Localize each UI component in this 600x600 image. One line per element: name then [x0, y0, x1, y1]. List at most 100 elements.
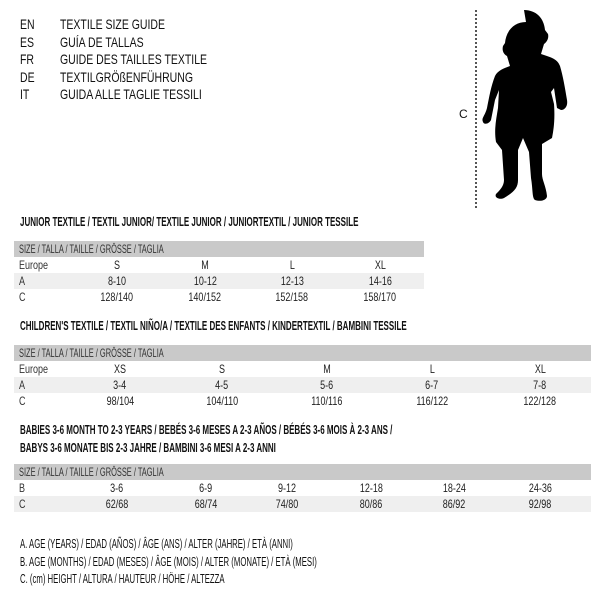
table-cell: 7-8	[505, 378, 575, 392]
row-label: B	[19, 481, 27, 495]
table-row: C 62/68 68/74 74/80 80/86 86/92 92/98	[14, 496, 591, 512]
table-cell-text: 110/116	[311, 394, 343, 408]
language-code: IT	[20, 86, 32, 102]
table-cell: XL	[505, 362, 575, 376]
row-label-text: Europe	[19, 362, 49, 376]
table-header-label: SIZE / TALLA / TAILLE / GRÖSSE / TAGLIA	[19, 465, 252, 479]
table-cell: 3-6	[82, 481, 152, 495]
table-cell-text: 122/128	[523, 394, 557, 408]
table-cell: 24-36	[505, 481, 575, 495]
table-cell: S	[82, 258, 152, 272]
table-cell: 116/122	[397, 394, 467, 408]
table-header-bar: SIZE / TALLA / TAILLE / GRÖSSE / TAGLIA	[14, 241, 424, 257]
table-cell: 152/158	[257, 290, 327, 304]
language-title: TEXTILE SIZE GUIDE	[60, 16, 200, 32]
table-row: Europe S M L XL	[14, 257, 424, 273]
table-cell: 74/80	[252, 497, 322, 511]
row-label-text: A	[19, 378, 26, 392]
table-cell: 68/74	[171, 497, 241, 511]
language-code-text: DE	[20, 68, 35, 85]
row-label: Europe	[19, 362, 58, 376]
legend-item-text: C. (cm) HEIGHT / ALTURA / HAUTEUR / HÖHE…	[20, 572, 225, 586]
table-cell: M	[292, 362, 362, 376]
table-cell: S	[187, 362, 257, 376]
table-cell: 8-10	[82, 274, 152, 288]
table-cell: 104/110	[187, 394, 257, 408]
table-cell: 5-6	[292, 378, 362, 392]
table-row: B 3-6 6-9 9-12 12-18 18-24 24-36	[14, 480, 591, 496]
row-label: A	[19, 274, 27, 288]
table-cell: 62/68	[82, 497, 152, 511]
legend-item: C. (cm) HEIGHT / ALTURA / HAUTEUR / HÖHE…	[20, 572, 350, 587]
table-header-label: SIZE / TALLA / TAILLE / GRÖSSE / TAGLIA	[19, 346, 252, 360]
language-title-text: TEXTILGRÖßENFÜHRUNG	[60, 68, 194, 85]
table-header-text: SIZE / TALLA / TAILLE / GRÖSSE / TAGLIA	[19, 346, 164, 360]
table-cell-text: 152/158	[275, 290, 309, 304]
table-cell: 12-13	[257, 274, 327, 288]
table-header-bar: SIZE / TALLA / TAILLE / GRÖSSE / TAGLIA	[14, 464, 591, 480]
table-row: A 8-10 10-12 12-13 14-16	[14, 273, 424, 289]
table-header-text: SIZE / TALLA / TAILLE / GRÖSSE / TAGLIA	[19, 242, 164, 256]
table-header-bar: SIZE / TALLA / TAILLE / GRÖSSE / TAGLIA	[14, 345, 591, 361]
table-cell: 110/116	[292, 394, 362, 408]
row-label: A	[19, 378, 27, 392]
row-label-text: C	[19, 290, 26, 304]
table-cell: M	[170, 258, 240, 272]
table-cell-text: 92/98	[528, 497, 552, 511]
language-code-text: ES	[20, 33, 35, 50]
row-label: C	[19, 290, 28, 304]
row-label: Europe	[19, 258, 58, 272]
table-title: CHILDREN'S TEXTILE / TEXTIL NIÑO/A / TEX…	[20, 319, 600, 334]
row-label-text: B	[19, 481, 26, 495]
table-cell-text: 10-12	[193, 274, 217, 288]
table-cell: 3-4	[85, 378, 155, 392]
table-cell-text: 6-9	[199, 481, 213, 495]
table-cell-text: M	[201, 258, 209, 272]
table-cell-text: L	[289, 258, 295, 272]
table-title-text: BABYS 3-6 MONATE BIS 2-3 JAHRE / BAMBINI…	[20, 441, 276, 455]
table-cell-text: 140/152	[188, 290, 222, 304]
table-cell-text: 3-6	[110, 481, 124, 495]
language-code-text: IT	[20, 86, 30, 102]
table-cell-text: L	[429, 362, 435, 376]
height-measure-line	[475, 10, 477, 208]
table-title-text: JUNIOR TEXTILE / TEXTIL JUNIOR/ TEXTILE …	[20, 215, 359, 229]
table-cell-text: 4-5	[215, 378, 229, 392]
table-cell-text: 62/68	[105, 497, 129, 511]
language-title-text: GUIDA ALLE TAGLIE TESSILI	[60, 86, 202, 102]
table-cell-text: 86/92	[442, 497, 466, 511]
table-cell-text: 24-36	[528, 481, 552, 495]
table-cell: 98/104	[85, 394, 155, 408]
language-title-text: GUIDE DES TAILLES TEXTILE	[60, 51, 208, 67]
table-cell: 12-18	[336, 481, 406, 495]
legend-item: A. AGE (YEARS) / EDAD (AÑOS) / ÂGE (ANS)…	[20, 537, 460, 552]
table-header-text: SIZE / TALLA / TAILLE / GRÖSSE / TAGLIA	[19, 465, 164, 479]
table-cell-text: S	[218, 362, 225, 376]
language-code: FR	[20, 51, 39, 67]
table-cell: XL	[345, 258, 415, 272]
table-cell-text: 74/80	[275, 497, 299, 511]
language-code: ES	[20, 34, 39, 50]
language-code-text: FR	[20, 51, 35, 67]
table-cell: 128/140	[82, 290, 152, 304]
table-cell-text: 5-6	[320, 378, 334, 392]
table-cell-text: 68/74	[194, 497, 218, 511]
language-title: GUÍA DE TALLAS	[60, 34, 172, 50]
row-label: C	[19, 394, 28, 408]
language-title: TEXTILGRÖßENFÜHRUNG	[60, 69, 237, 85]
table-cell: 92/98	[505, 497, 575, 511]
table-cell-text: XL	[374, 258, 386, 272]
table-header-label: SIZE / TALLA / TAILLE / GRÖSSE / TAGLIA	[19, 242, 252, 256]
table-cell-text: 12-18	[359, 481, 383, 495]
table-cell-text: S	[113, 258, 120, 272]
table-cell: 14-16	[345, 274, 415, 288]
table-cell: 122/128	[505, 394, 575, 408]
table-cell-text: 116/122	[416, 394, 448, 408]
height-label: C	[459, 107, 468, 121]
table-cell-text: 9-12	[277, 481, 297, 495]
language-title: GUIDE DES TAILLES TEXTILE	[60, 51, 256, 67]
language-code: EN	[20, 16, 39, 32]
legend-item-text: A. AGE (YEARS) / EDAD (AÑOS) / ÂGE (ANS)…	[20, 537, 293, 551]
size-table: SIZE / TALLA / TAILLE / GRÖSSE / TAGLIA E…	[14, 345, 591, 409]
language-title: GUIDA ALLE TAGLIE TESSILI	[60, 86, 249, 102]
